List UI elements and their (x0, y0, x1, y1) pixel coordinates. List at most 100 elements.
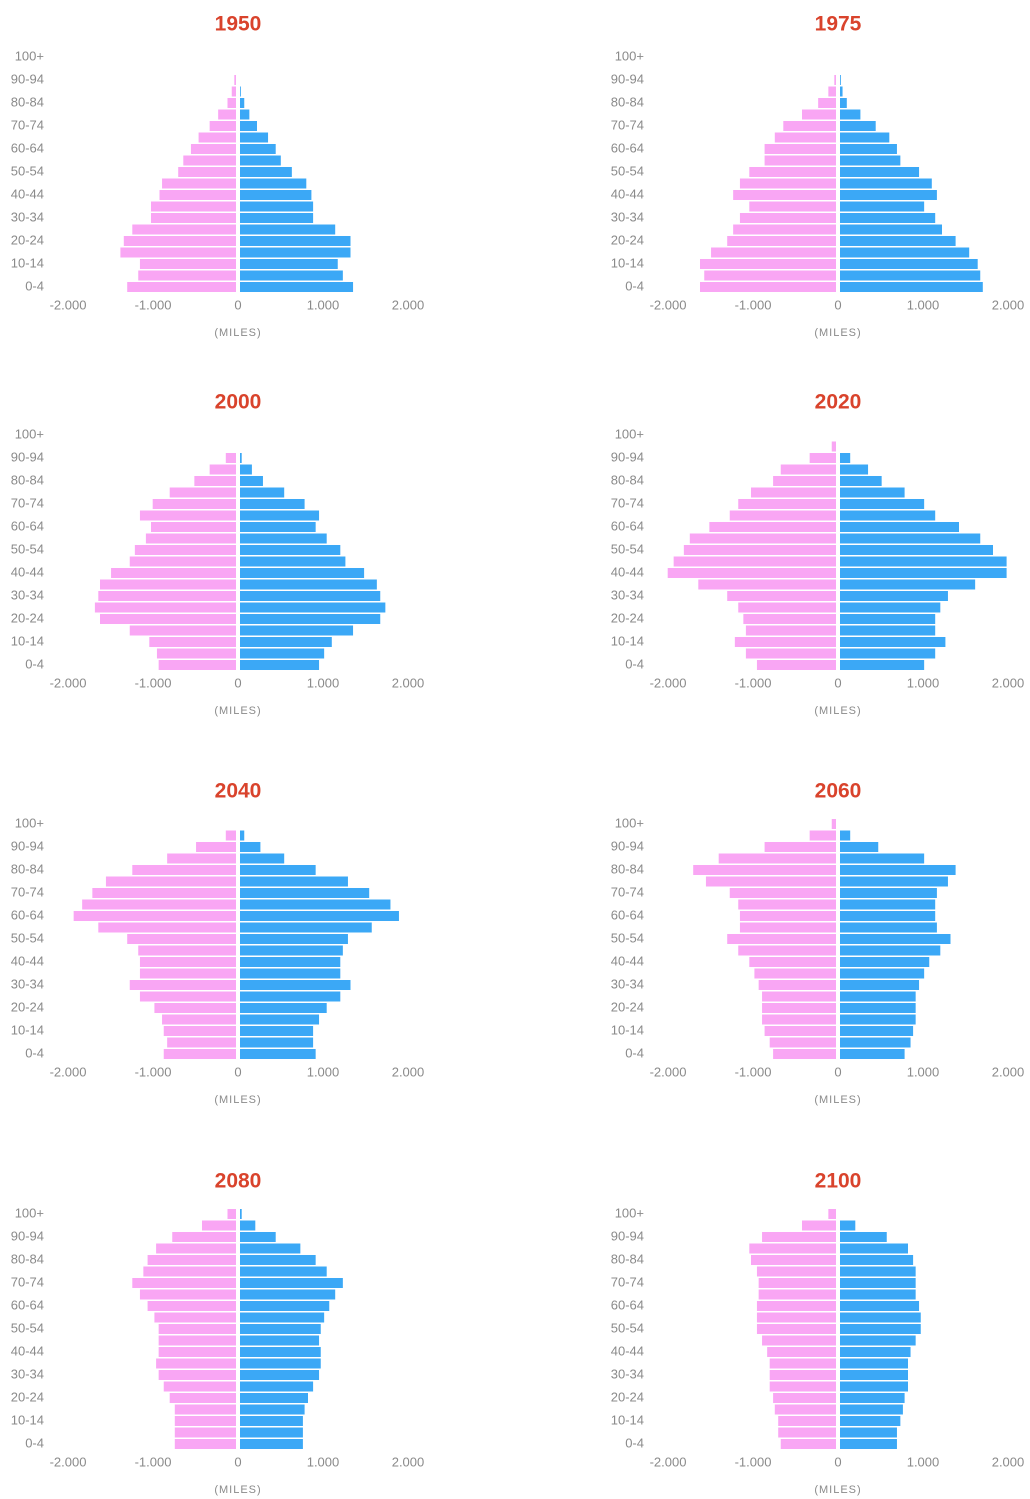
bar (240, 132, 269, 143)
bar (840, 945, 941, 956)
bar (769, 1370, 836, 1380)
bar (769, 1381, 836, 1392)
x-tick-label: 1.000 (907, 675, 940, 690)
y-tick-label: 60-64 (611, 518, 644, 533)
bar (840, 1003, 916, 1013)
bar (762, 1335, 836, 1346)
bar (240, 1037, 314, 1048)
bar (156, 648, 236, 659)
y-tick-label: 20-24 (611, 232, 644, 247)
bar (234, 75, 236, 85)
bar (840, 1278, 916, 1288)
x-tick-label: 0 (834, 1454, 841, 1469)
bar (240, 568, 365, 578)
bar (92, 888, 236, 898)
bar (240, 522, 316, 532)
bar (683, 545, 836, 555)
bar (190, 144, 236, 154)
y-tick-label: 100+ (615, 426, 644, 441)
y-tick-label: 90-94 (611, 1228, 644, 1243)
y-tick-label: 80-84 (611, 472, 644, 487)
bar (240, 121, 257, 131)
bar (828, 86, 836, 97)
bar (156, 1358, 236, 1369)
y-tick-label: 100+ (15, 1205, 44, 1220)
bar (139, 968, 236, 979)
x-axis-label: (MILES) (814, 327, 861, 339)
bar (132, 865, 236, 875)
bar (240, 247, 351, 258)
bar (73, 911, 237, 921)
x-tick-label: 0 (234, 1064, 241, 1079)
bar (225, 453, 236, 463)
bar (240, 201, 314, 212)
bar (174, 1439, 236, 1449)
y-tick-label: 0-4 (625, 278, 644, 293)
bar (240, 1014, 320, 1025)
bar (202, 1220, 236, 1231)
bar (840, 865, 956, 875)
bar (240, 259, 338, 269)
x-axis-label: (MILES) (814, 1094, 861, 1106)
y-tick-label: 10-14 (611, 1022, 644, 1037)
bar (240, 1427, 303, 1438)
bar (809, 453, 836, 463)
bar (727, 934, 836, 944)
bar (756, 1324, 836, 1334)
bar (780, 1439, 836, 1449)
y-tick-label: 20-24 (611, 610, 644, 625)
x-tick-label: 1.000 (307, 1064, 340, 1079)
x-tick-label: -2.000 (50, 1064, 87, 1079)
bar (673, 556, 836, 567)
x-tick-label: 2.000 (992, 1454, 1025, 1469)
bar (840, 1220, 856, 1231)
bar (840, 201, 925, 212)
bar (167, 853, 236, 864)
bar (667, 568, 836, 578)
bar (240, 602, 386, 613)
bar (840, 1404, 903, 1415)
bar (240, 1404, 305, 1415)
y-tick-label: 50-54 (611, 541, 644, 556)
bar (147, 1255, 236, 1265)
y-tick-label: 40-44 (11, 953, 44, 968)
bar (749, 167, 836, 177)
bar (240, 167, 292, 177)
bar (840, 1014, 916, 1025)
y-tick-label: 90-94 (11, 449, 44, 464)
bar (240, 1278, 343, 1288)
bar (240, 934, 348, 944)
bar (754, 968, 836, 979)
y-tick-label: 10-14 (611, 1412, 644, 1427)
y-tick-label: 60-64 (611, 907, 644, 922)
bar (840, 1416, 901, 1426)
bar (840, 1427, 897, 1438)
x-tick-label: 0 (234, 675, 241, 690)
bar (739, 178, 836, 189)
x-axis-label: (MILES) (214, 1094, 261, 1106)
bar (240, 945, 343, 956)
y-tick-label: 50-54 (611, 163, 644, 178)
bar (840, 1255, 914, 1265)
y-tick-label: 30-34 (11, 976, 44, 991)
bar (240, 1049, 316, 1059)
bar (840, 282, 983, 292)
bar (840, 579, 976, 590)
bar (733, 190, 836, 200)
bar (758, 1278, 836, 1288)
bar (240, 980, 351, 990)
y-tick-label: 20-24 (11, 999, 44, 1014)
y-tick-label: 90-94 (11, 71, 44, 86)
chart-title: 1950 (215, 13, 262, 36)
bar (240, 499, 305, 509)
x-tick-label: 2.000 (392, 675, 425, 690)
x-tick-label: 0 (234, 297, 241, 312)
bar (174, 1427, 236, 1438)
bar (840, 853, 925, 864)
x-tick-label: 0 (834, 297, 841, 312)
bar (840, 568, 1007, 578)
bar (738, 602, 836, 613)
y-tick-label: 70-74 (611, 1274, 644, 1289)
bar (240, 1312, 325, 1323)
